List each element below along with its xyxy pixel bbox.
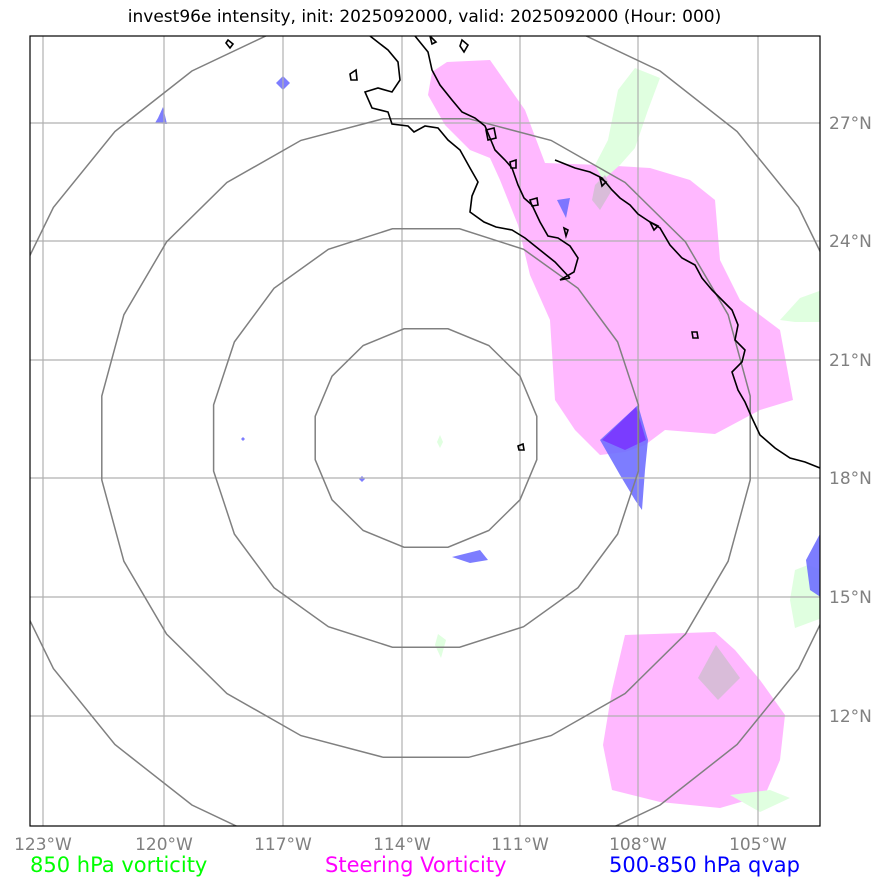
qvap-region-1: [155, 107, 167, 124]
longitude-tick-label: 111°W: [491, 835, 549, 855]
vorticity-region-2: [780, 290, 820, 322]
latitude-tick-label: 15°N: [829, 588, 872, 608]
steering-vorticity-region-north: [428, 60, 793, 455]
island-5: [528, 196, 539, 207]
steering-vorticity-region-south: [603, 632, 785, 808]
qvap-region-7: [806, 533, 820, 597]
legend-850hpa-vorticity: 850 hPa vorticity: [30, 853, 208, 877]
overlap-region-2: [698, 645, 740, 700]
range-ring: [30, 36, 820, 826]
vorticity-region-1: [595, 68, 660, 180]
range-ring: [314, 328, 538, 548]
range-rings: [30, 36, 820, 826]
longitude-tick-label: 123°W: [14, 835, 72, 855]
gridlines: [30, 36, 820, 826]
longitude-tick-labels: 123°W 120°W 117°W 114°W 111°W 108°W 105°W: [14, 835, 787, 855]
qvap-region-3: [557, 198, 570, 218]
vorticity-region-5: [437, 435, 443, 448]
longitude-tick-label: 117°W: [254, 835, 312, 855]
island-7: [691, 331, 699, 339]
qvap-region-5: [602, 407, 646, 450]
latitude-tick-label: 12°N: [829, 707, 872, 727]
coastline-baja-west: [363, 36, 571, 279]
longitude-tick-label: 105°W: [729, 835, 787, 855]
island-6: [562, 226, 569, 239]
qvap-region-6: [452, 550, 488, 563]
range-ring: [212, 228, 640, 648]
latitude-tick-label: 18°N: [829, 469, 872, 489]
range-ring: [101, 117, 751, 759]
latitude-tick-label: 24°N: [829, 232, 872, 252]
qvap-region-9: [359, 476, 365, 482]
island-1: [225, 38, 235, 50]
coastline: [225, 36, 820, 469]
legend-steering-vorticity: Steering Vorticity: [325, 853, 507, 877]
legend-qvap: 500-850 hPa qvap: [609, 853, 800, 877]
coastline-mainland: [554, 159, 820, 469]
longitude-tick-label: 120°W: [135, 835, 193, 855]
island-3: [485, 127, 497, 141]
island-10: [429, 36, 438, 46]
longitude-tick-label: 114°W: [373, 835, 431, 855]
latitude-tick-label: 21°N: [829, 351, 872, 371]
map-frame: [29, 35, 821, 827]
island-2: [349, 68, 358, 81]
map-area: [30, 36, 820, 826]
vorticity-region-4: [730, 790, 790, 812]
island-4: [509, 158, 517, 169]
island-11: [598, 176, 608, 188]
vorticity-region-6: [435, 634, 446, 658]
island-8: [517, 442, 525, 451]
island-9: [459, 38, 470, 54]
island-12: [648, 220, 660, 232]
qvap-region-8: [241, 437, 245, 441]
plot-title: invest96e intensity, init: 2025092000, v…: [127, 7, 722, 27]
longitude-tick-label: 108°W: [609, 835, 667, 855]
latitude-tick-label: 27°N: [829, 114, 872, 134]
latitude-tick-labels: 27°N 24°N 21°N 18°N 15°N 12°N: [829, 114, 872, 727]
